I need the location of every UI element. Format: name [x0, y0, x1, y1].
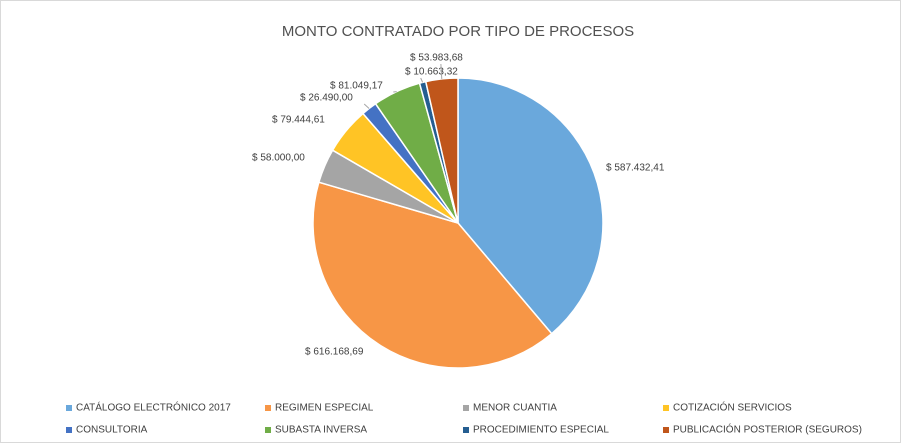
data-label: $ 616.168,69: [305, 347, 364, 358]
chart-title: MONTO CONTRATADO POR TIPO DE PROCESOS: [282, 23, 634, 40]
data-label: $ 81.049,17: [330, 81, 383, 92]
legend-label: CONSULTORIA: [76, 425, 148, 436]
legend-label: PUBLICACIÓN POSTERIOR (SEGUROS): [673, 423, 862, 436]
pie-slice: [457, 77, 604, 335]
legend-label: CATÁLOGO ELECTRÓNICO 2017: [76, 401, 231, 414]
legend-swatch: [463, 427, 469, 433]
legend-label: COTIZACIÓN SERVICIOS: [673, 401, 792, 414]
leader-line: [420, 77, 424, 83]
data-label: $ 10.663,32: [405, 67, 458, 78]
data-label: $ 26.490,00: [300, 93, 353, 104]
data-label: $ 53.983,68: [410, 53, 463, 64]
legend-label: MENOR CUANTIA: [473, 403, 557, 414]
data-label: $ 587.432,41: [606, 163, 665, 174]
leader-line: [363, 103, 370, 109]
pie-slice: [424, 77, 459, 224]
legend-label: PROCEDIMIENTO ESPECIAL: [473, 425, 609, 436]
legend-swatch: [66, 427, 72, 433]
pie-slice: [312, 181, 553, 369]
data-label: $ 58.000,00: [252, 153, 305, 164]
legend-swatch: [463, 405, 469, 411]
legend-swatch: [663, 405, 669, 411]
legend-label: SUBASTA INVERSA: [275, 425, 367, 436]
legend-swatch: [66, 405, 72, 411]
legend-swatch: [265, 405, 271, 411]
leader-line: [440, 63, 443, 79]
legend-label: REGIMEN ESPECIAL: [275, 403, 374, 414]
data-label: $ 79.444,61: [272, 115, 325, 126]
legend-swatch: [265, 427, 271, 433]
legend-swatch: [663, 427, 669, 433]
